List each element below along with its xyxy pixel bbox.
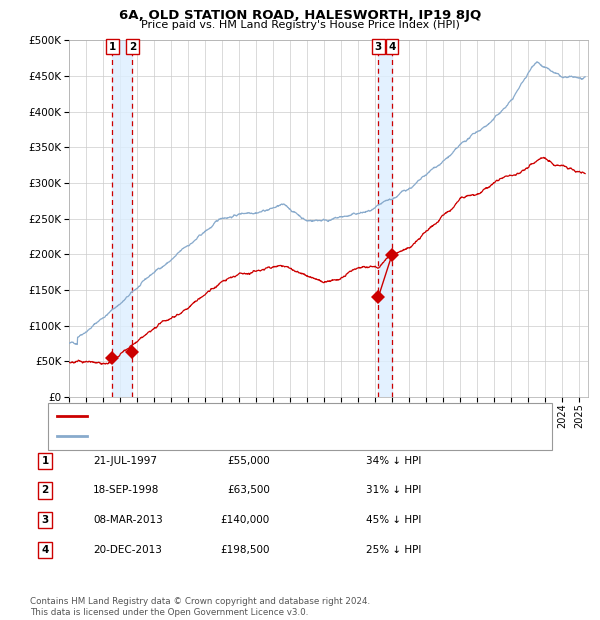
Bar	[112, 40, 133, 397]
Text: 20-DEC-2013: 20-DEC-2013	[93, 545, 162, 555]
Text: 2: 2	[128, 42, 136, 51]
Text: 25% ↓ HPI: 25% ↓ HPI	[366, 545, 421, 555]
Bar	[379, 40, 392, 397]
Text: 3: 3	[375, 42, 382, 51]
Text: 6A, OLD STATION ROAD, HALESWORTH, IP19 8JQ (detached house): 6A, OLD STATION ROAD, HALESWORTH, IP19 8…	[93, 411, 425, 421]
Text: 2: 2	[41, 485, 49, 495]
Text: 21-JUL-1997: 21-JUL-1997	[93, 456, 157, 466]
Text: HPI: Average price, detached house, East Suffolk: HPI: Average price, detached house, East…	[93, 432, 337, 441]
Text: £198,500: £198,500	[221, 545, 270, 555]
Text: £55,000: £55,000	[227, 456, 270, 466]
Text: 1: 1	[41, 456, 49, 466]
Text: Contains HM Land Registry data © Crown copyright and database right 2024.
This d: Contains HM Land Registry data © Crown c…	[30, 598, 370, 617]
Text: 4: 4	[41, 545, 49, 555]
Text: £140,000: £140,000	[221, 515, 270, 525]
Text: 1: 1	[109, 42, 116, 51]
Text: 45% ↓ HPI: 45% ↓ HPI	[366, 515, 421, 525]
Text: 6A, OLD STATION ROAD, HALESWORTH, IP19 8JQ: 6A, OLD STATION ROAD, HALESWORTH, IP19 8…	[119, 9, 481, 22]
Text: 08-MAR-2013: 08-MAR-2013	[93, 515, 163, 525]
Text: 3: 3	[41, 515, 49, 525]
Text: 31% ↓ HPI: 31% ↓ HPI	[366, 485, 421, 495]
Text: 34% ↓ HPI: 34% ↓ HPI	[366, 456, 421, 466]
Text: £63,500: £63,500	[227, 485, 270, 495]
Text: 4: 4	[388, 42, 395, 51]
Text: Price paid vs. HM Land Registry's House Price Index (HPI): Price paid vs. HM Land Registry's House …	[140, 20, 460, 30]
Text: 18-SEP-1998: 18-SEP-1998	[93, 485, 160, 495]
